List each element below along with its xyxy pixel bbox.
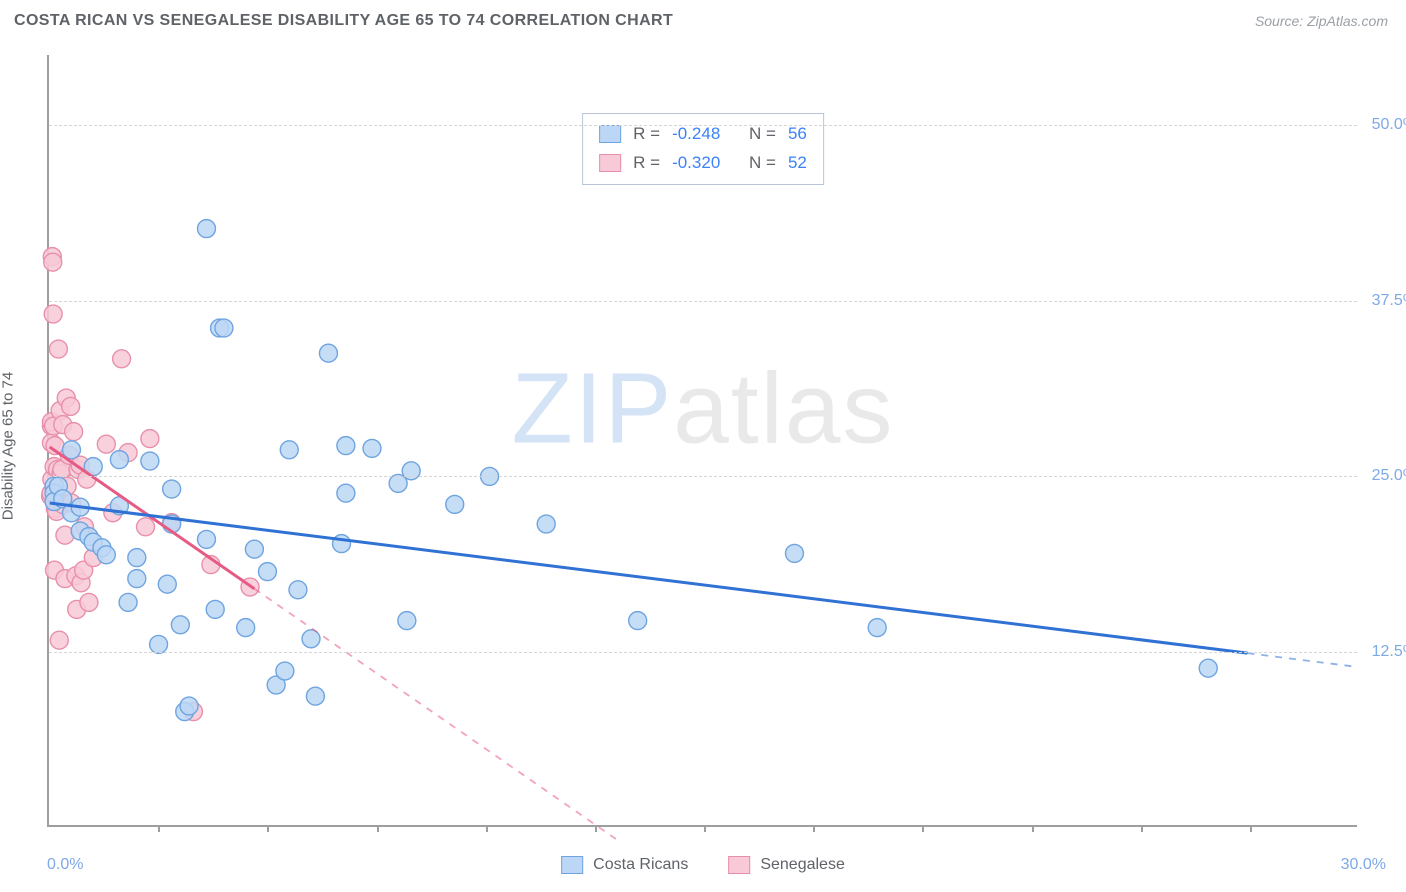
y-tick-label: 37.5% xyxy=(1362,292,1406,310)
r-label: R = xyxy=(633,149,660,178)
stats-box: R = -0.248 N = 56 R = -0.320 N = 52 xyxy=(582,113,824,185)
legend-label-a: Costa Ricans xyxy=(593,856,688,874)
header: COSTA RICAN VS SENEGALESE DISABILITY AGE… xyxy=(0,0,1406,42)
y-tick-label: 25.0% xyxy=(1362,467,1406,485)
legend: Costa Ricans Senegalese xyxy=(561,856,845,874)
n-label: N = xyxy=(749,149,776,178)
r-value-b: -0.320 xyxy=(672,149,720,178)
legend-item-b: Senegalese xyxy=(728,856,845,874)
legend-swatch-b xyxy=(728,856,750,874)
y-tick-label: 50.0% xyxy=(1362,116,1406,134)
source-label: Source: ZipAtlas.com xyxy=(1255,13,1388,29)
stats-row-series-b: R = -0.320 N = 52 xyxy=(599,149,807,178)
legend-label-b: Senegalese xyxy=(760,856,845,874)
y-axis-label: Disability Age 65 to 74 xyxy=(0,372,17,520)
legend-swatch-a xyxy=(561,856,583,874)
plot-area: ZIPatlas R = -0.248 N = 56 R = -0.320 N … xyxy=(47,55,1357,827)
x-axis-min-label: 0.0% xyxy=(47,856,83,874)
y-tick-label: 12.5% xyxy=(1362,643,1406,661)
x-axis-max-label: 30.0% xyxy=(1341,856,1386,874)
legend-item-a: Costa Ricans xyxy=(561,856,688,874)
n-value-b: 52 xyxy=(788,149,807,178)
swatch-series-a xyxy=(599,125,621,143)
chart-title: COSTA RICAN VS SENEGALESE DISABILITY AGE… xyxy=(14,12,673,30)
swatch-series-b xyxy=(599,154,621,172)
